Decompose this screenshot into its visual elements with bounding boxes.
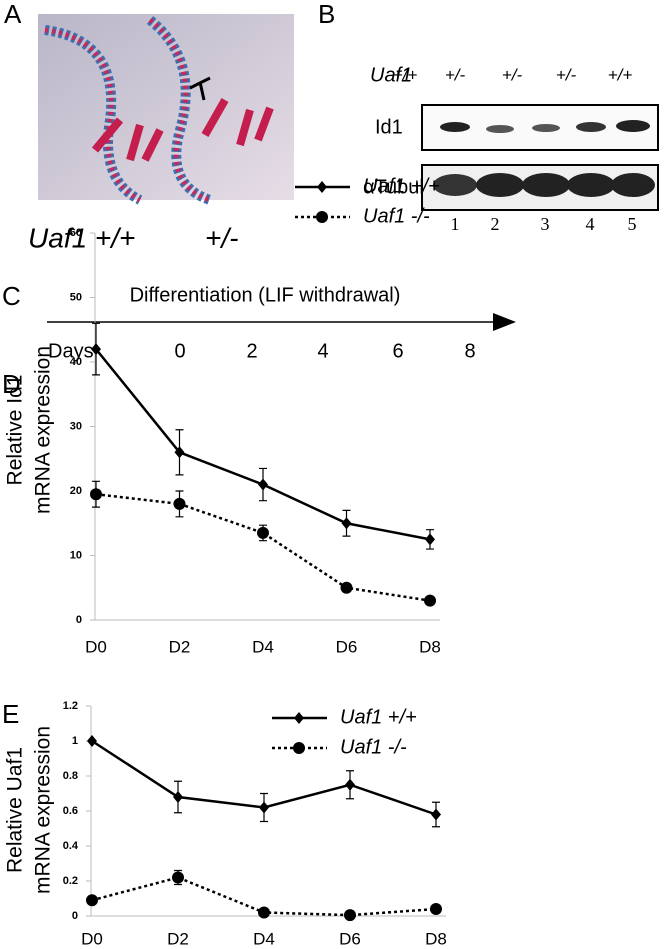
panel-label: C xyxy=(2,281,21,311)
y-tick-label: 0 xyxy=(72,910,78,922)
skeleton-photo xyxy=(38,14,294,205)
x-tick-label: D6 xyxy=(339,929,361,948)
x-tick-label: D6 xyxy=(336,637,358,656)
marker xyxy=(258,478,268,491)
day: 4 xyxy=(317,340,328,362)
panel-label: D xyxy=(2,369,21,399)
panel-label: B xyxy=(318,0,335,29)
marker xyxy=(174,446,185,459)
day: 6 xyxy=(392,340,403,362)
marker xyxy=(173,497,186,510)
x-tick-label: D0 xyxy=(85,637,107,656)
marker xyxy=(430,903,442,915)
marker xyxy=(344,909,356,922)
day: 2 xyxy=(246,340,257,362)
timeline-title: Differentiation (LIF withdrawal) xyxy=(130,284,401,306)
y-axis-label: mRNA expression xyxy=(32,726,55,894)
marker xyxy=(294,712,304,724)
day: 8 xyxy=(464,340,475,362)
genotype-label: Uaf1 +/+ xyxy=(28,222,135,253)
marker xyxy=(317,181,327,193)
blot-bands xyxy=(433,120,655,197)
row-label: Id1 xyxy=(375,116,403,138)
x-tick-label: D2 xyxy=(167,929,189,948)
genotype: +/- xyxy=(502,65,523,84)
marker xyxy=(259,801,269,814)
row-label: αTubulin xyxy=(363,176,439,198)
y-axis-label: Relative Id1 xyxy=(4,375,27,486)
genotype: +/+ xyxy=(393,65,418,84)
panel-label: A xyxy=(4,0,22,29)
marker xyxy=(86,894,98,907)
gene-label: Uaf1 xyxy=(370,64,412,86)
y-tick-label: 60 xyxy=(70,227,82,239)
y-tick-label: 40 xyxy=(70,356,82,368)
marker xyxy=(257,526,269,539)
days-label: Days xyxy=(48,340,94,362)
marker xyxy=(173,791,183,803)
marker xyxy=(425,533,435,546)
legend-label: Uaf1 +/+ xyxy=(340,706,417,728)
marker xyxy=(316,211,328,223)
y-tick-label: 20 xyxy=(70,485,82,497)
x-tick-label: D8 xyxy=(425,929,447,948)
y-tick-label: 0 xyxy=(76,614,82,626)
y-axis-label: mRNA expression xyxy=(32,346,55,514)
y-tick-label: 30 xyxy=(70,420,82,432)
y-tick-label: 1.2 xyxy=(63,700,78,712)
y-tick-label: 0.8 xyxy=(63,770,78,782)
genotype: +/+ xyxy=(608,65,633,84)
legend-label: Uaf1 +/+ xyxy=(363,175,440,197)
legend-label: Uaf1 -/- xyxy=(340,736,407,758)
genotype: +/- xyxy=(445,65,466,84)
marker xyxy=(340,581,353,594)
lane-number: 2 xyxy=(491,214,500,234)
y-axis-label: Relative Uaf1 xyxy=(4,747,27,873)
x-tick-label: D4 xyxy=(252,637,274,656)
marker xyxy=(431,808,441,821)
y-tick-label: 0.6 xyxy=(63,805,78,817)
lane-number: 3 xyxy=(541,214,550,234)
series-line xyxy=(95,492,431,602)
marker xyxy=(172,871,184,884)
series-line xyxy=(95,348,431,541)
marker xyxy=(293,742,305,754)
marker xyxy=(341,517,352,530)
timeline-arrow xyxy=(493,313,516,331)
y-tick-label: 0.4 xyxy=(63,840,79,852)
x-tick-label: D0 xyxy=(81,929,103,948)
panel-label: E xyxy=(2,699,19,729)
lane-number: 1 xyxy=(451,214,460,234)
marker xyxy=(424,594,436,607)
y-tick-label: 0.2 xyxy=(63,875,78,887)
x-tick-label: D8 xyxy=(419,637,441,656)
x-tick-label: D4 xyxy=(253,929,275,948)
lane-number: 5 xyxy=(628,214,637,234)
genotype-label: +/- xyxy=(205,222,238,253)
marker xyxy=(345,778,355,791)
marker xyxy=(87,735,97,747)
y-tick-label: 1 xyxy=(72,735,78,747)
marker xyxy=(258,906,270,919)
day: 0 xyxy=(174,340,185,362)
genotype: +/- xyxy=(556,65,577,84)
y-tick-label: 50 xyxy=(70,291,82,303)
y-tick-label: 10 xyxy=(70,549,82,561)
marker xyxy=(91,343,101,356)
lane-number: 4 xyxy=(586,214,595,234)
legend-label: Uaf1 -/- xyxy=(363,205,430,227)
x-tick-label: D2 xyxy=(169,637,191,656)
marker xyxy=(90,488,102,501)
